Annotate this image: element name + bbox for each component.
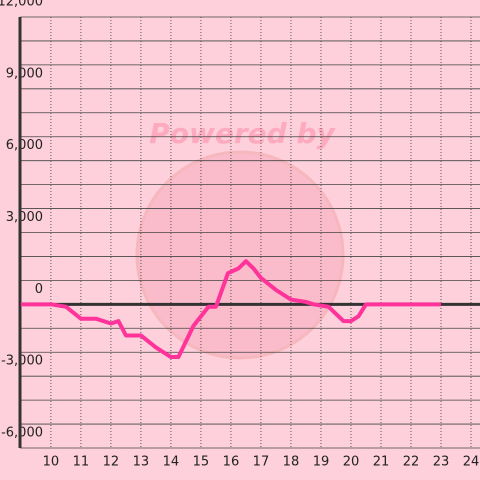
y-tick-label: -6,000 — [1, 426, 43, 441]
y-tick-label: 3,000 — [6, 210, 43, 225]
x-tick-label: 10 — [43, 455, 60, 470]
y-tick-label: 9,000 — [6, 66, 43, 81]
y-tick-label: 12,000 — [0, 0, 43, 10]
x-tick-label: 22 — [403, 455, 420, 470]
y-tick-label: -3,000 — [1, 354, 43, 369]
data-line — [20, 259, 441, 360]
y-tick-label: 6,000 — [6, 138, 43, 153]
x-tick-label: 19 — [313, 455, 330, 470]
x-tick-label: 17 — [253, 455, 270, 470]
x-tick-label: 12 — [103, 455, 120, 470]
x-tick-label: 16 — [223, 455, 240, 470]
x-tick-label: 21 — [373, 455, 390, 470]
x-tick-label: 18 — [283, 455, 300, 470]
x-tick-label: 23 — [433, 455, 450, 470]
watermark-logo — [135, 150, 345, 360]
x-tick-label: 11 — [73, 455, 90, 470]
x-tick-label: 14 — [163, 455, 180, 470]
x-tick-label: 24 — [463, 455, 480, 470]
watermark-text: Powered by — [149, 117, 336, 150]
x-tick-label: 20 — [343, 455, 360, 470]
x-tick-label: 13 — [133, 455, 150, 470]
watermark: Powered by — [135, 117, 345, 360]
y-tick-label: 0 — [35, 282, 43, 297]
x-tick-label: 15 — [193, 455, 210, 470]
